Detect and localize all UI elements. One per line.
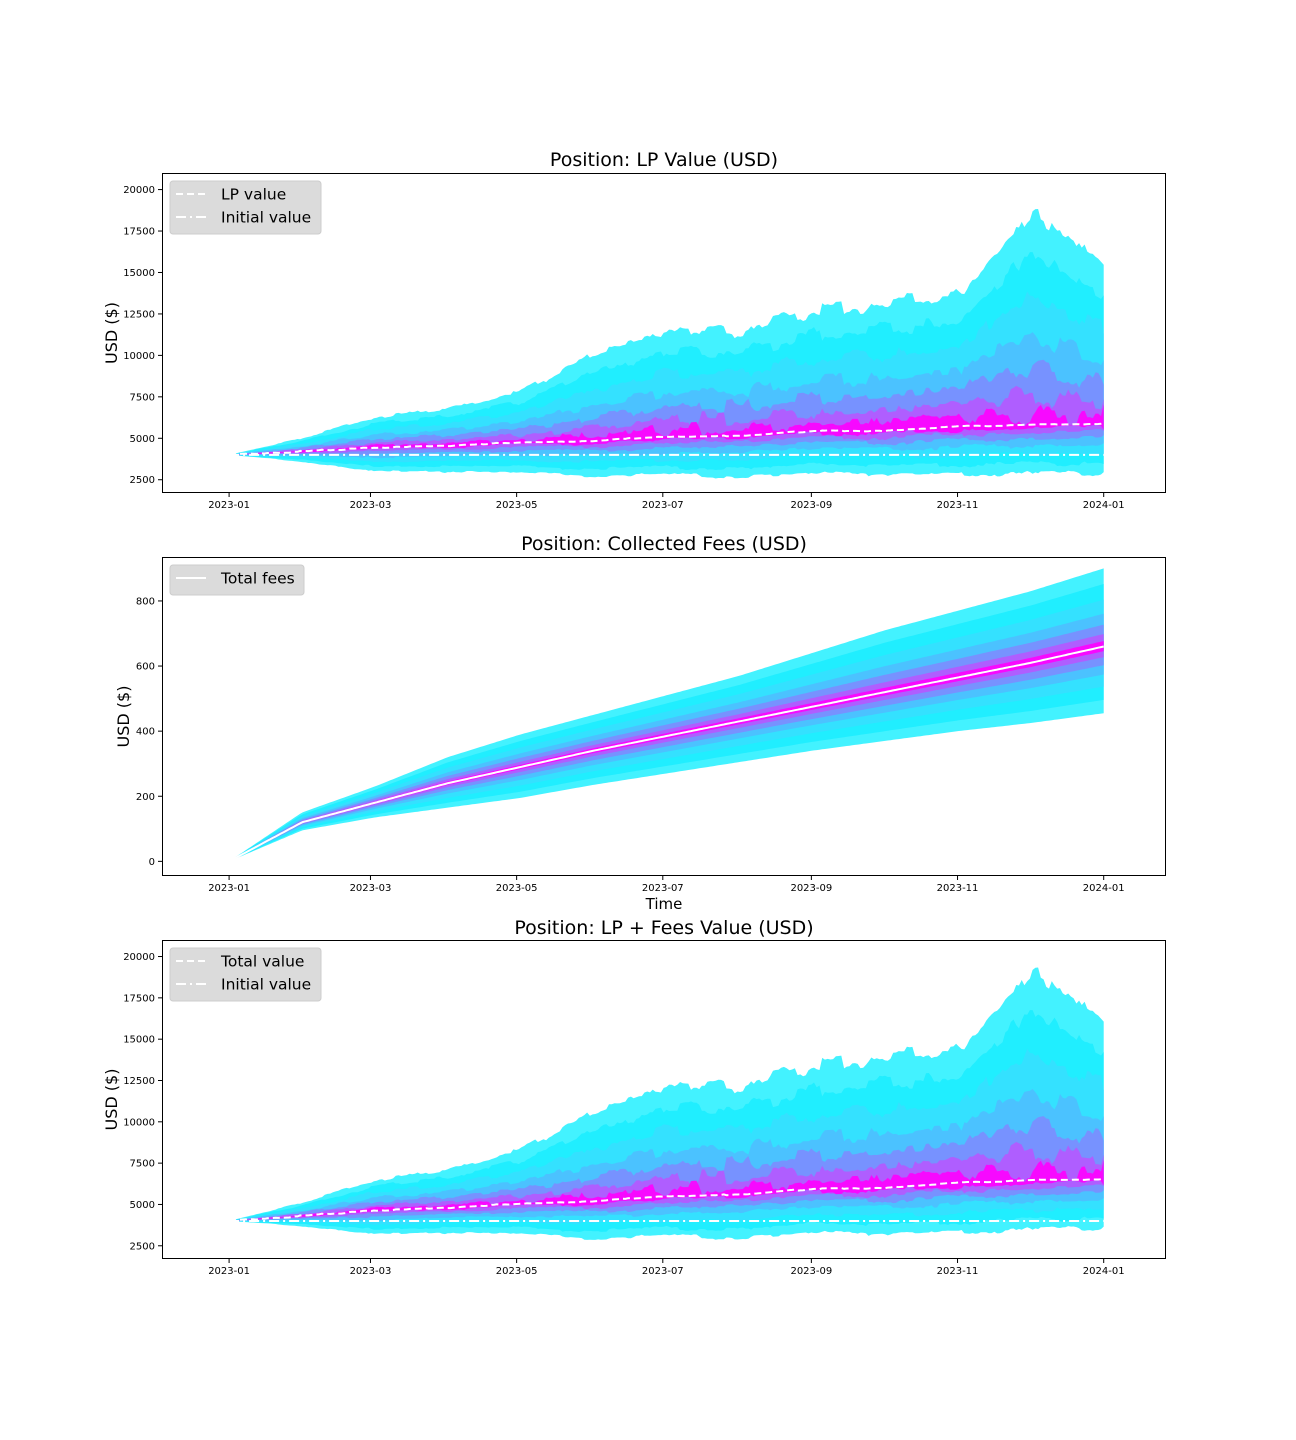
- y-tick-label: 20000: [123, 952, 155, 963]
- x-tick-label: 2023-07: [642, 883, 684, 894]
- y-tick-label: 10000: [123, 1117, 155, 1128]
- y-tick-label: 5000: [130, 434, 155, 445]
- axes-frame: [162, 557, 1166, 876]
- series-line-total-value: [229, 1177, 1104, 1222]
- x-tick-label: 2023-09: [790, 500, 832, 511]
- y-tick-label: 17500: [123, 227, 155, 238]
- x-tick-label: 2023-07: [642, 500, 684, 511]
- band-layer: [229, 385, 1104, 455]
- simulation-bands: [229, 209, 1104, 479]
- x-tick-label: 2024-01: [1083, 500, 1125, 511]
- x-tick-label: 2023-01: [208, 500, 250, 511]
- legend-label: LP value: [221, 186, 286, 204]
- x-tick-label: 2023-09: [790, 1266, 832, 1277]
- y-tick-label: 2500: [130, 1241, 155, 1252]
- y-tick-label: 15000: [123, 268, 155, 279]
- x-tick-label: 2023-11: [937, 1266, 979, 1277]
- x-tick-label: 2023-01: [208, 1266, 250, 1277]
- y-tick-label: 7500: [130, 1159, 155, 1170]
- y-axis-label: USD ($): [114, 686, 133, 748]
- simulation-bands: [229, 568, 1104, 862]
- y-tick-label: 0: [149, 857, 155, 868]
- y-tick-label: 2500: [130, 475, 155, 486]
- legend: LP value Initial value: [169, 180, 322, 235]
- series-line-total-fees: [228, 645, 1104, 863]
- y-axis-label: USD ($): [102, 302, 121, 364]
- y-tick-label: 400: [136, 727, 155, 738]
- simulation-bands: [229, 967, 1104, 1240]
- x-tick-label: 2023-11: [937, 500, 979, 511]
- y-tick-label: 800: [136, 596, 155, 607]
- panel-collected-fees: 2023-01 2023-03 2023-05 2023-07 2023-09 2023-…: [114, 533, 1166, 913]
- y-tick-label: 20000: [123, 185, 155, 196]
- legend-box: [169, 180, 322, 235]
- band-layer: [229, 1160, 1104, 1221]
- series-line-lp-value: [229, 422, 1104, 456]
- band-layer: [229, 641, 1104, 862]
- band-layer: [229, 624, 1104, 862]
- legend-label: Total fees: [220, 570, 295, 588]
- axes-frame: [162, 173, 1166, 493]
- x-tick-label: 2023-03: [350, 500, 392, 511]
- chart-title: Position: Collected Fees (USD): [521, 533, 807, 555]
- chart-title: Position: LP Value (USD): [550, 149, 778, 171]
- x-tick-label: 2023-09: [790, 883, 832, 894]
- x-tick-label: 2023-01: [208, 883, 250, 894]
- y-tick-label: 600: [136, 662, 155, 673]
- x-tick-label: 2023-05: [496, 1266, 538, 1277]
- x-tick-label: 2023-03: [350, 1266, 392, 1277]
- panel-lp-plus-fees: 2023-01 2023-03 2023-05 2023-07 2023-09 2023-…: [102, 917, 1166, 1277]
- y-axis-label: USD ($): [102, 1069, 121, 1131]
- legend: Total fees: [169, 564, 305, 596]
- x-tick-label: 2023-05: [496, 500, 538, 511]
- y-tick-label: 5000: [130, 1200, 155, 1211]
- y-tick-label: 200: [136, 792, 155, 803]
- legend-label: Initial value: [221, 209, 311, 227]
- axes-frame: [162, 940, 1166, 1259]
- x-tick-label: 2023-11: [937, 883, 979, 894]
- band-layer: [229, 404, 1104, 455]
- x-axis-label: Time: [645, 895, 683, 913]
- chart-title: Position: LP + Fees Value (USD): [514, 917, 813, 939]
- legend: Total value Initial value: [169, 947, 322, 1002]
- legend-box: [169, 564, 305, 596]
- x-tick-label: 2024-01: [1083, 883, 1125, 894]
- y-tick-label: 12500: [123, 1076, 155, 1087]
- panel-lp-value: 2023-01 2023-03 2023-05 2023-07 2023-09 2023-…: [102, 149, 1166, 511]
- legend-box: [169, 947, 322, 1002]
- band-layer: [229, 1142, 1104, 1221]
- legend-label: Initial value: [221, 976, 311, 994]
- y-tick-label: 7500: [130, 392, 155, 403]
- y-tick-label: 17500: [123, 993, 155, 1004]
- x-tick-label: 2023-03: [350, 883, 392, 894]
- y-tick-label: 15000: [123, 1035, 155, 1046]
- x-tick-label: 2023-07: [642, 1266, 684, 1277]
- legend-label: Total value: [220, 953, 304, 971]
- x-tick-label: 2024-01: [1083, 1266, 1125, 1277]
- x-tick-label: 2023-05: [496, 883, 538, 894]
- y-tick-label: 10000: [123, 351, 155, 362]
- y-tick-label: 12500: [123, 309, 155, 320]
